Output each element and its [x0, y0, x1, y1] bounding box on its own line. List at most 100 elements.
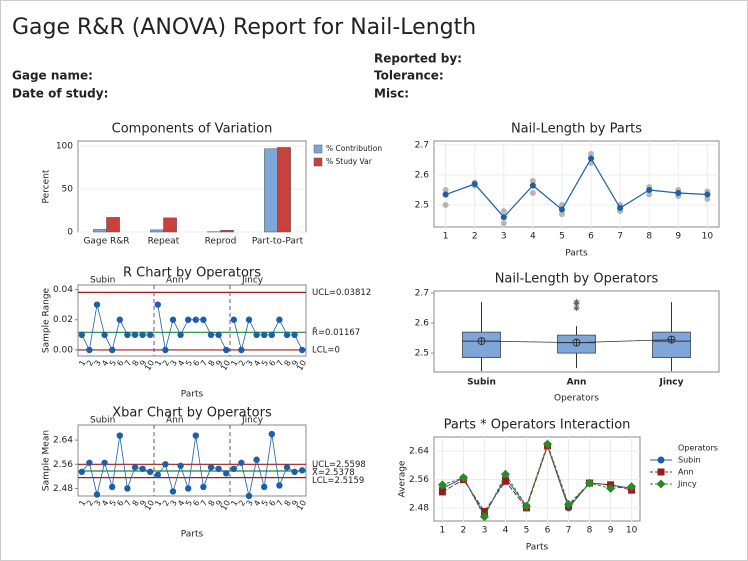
- x-tick-label: 2: [237, 499, 247, 508]
- x-tick-label: 10: [143, 499, 156, 512]
- reported-by: Reported by:: [374, 52, 462, 66]
- data-point: [124, 485, 131, 492]
- data-point: [704, 196, 711, 203]
- data-point: [230, 465, 237, 473]
- x-tick-label: 5: [260, 359, 270, 368]
- group-label: Jincy: [241, 416, 264, 426]
- data-point: [299, 346, 306, 354]
- x-tick-label: 3: [245, 359, 255, 368]
- x-tick-label: 1: [229, 499, 239, 508]
- x-tick-label: 10: [219, 359, 232, 372]
- x-tick-label: Ann: [567, 378, 587, 388]
- series-line: [442, 442, 632, 518]
- gage-name: Gage name:: [12, 69, 93, 83]
- x-tick-label: Gage R&R: [83, 237, 129, 247]
- data-point: [78, 468, 86, 476]
- x-tick-label: 9: [214, 499, 224, 508]
- data-point: [185, 485, 192, 492]
- data-point: [291, 468, 298, 476]
- group-label: Jincy: [241, 276, 264, 286]
- bar: [150, 229, 164, 233]
- bar: [220, 230, 234, 233]
- bar: [93, 229, 107, 233]
- data-point: [192, 316, 199, 323]
- marker: [501, 477, 509, 485]
- x-tick-label: 3: [501, 232, 507, 242]
- data-point: [500, 208, 507, 215]
- data-point: [147, 331, 154, 339]
- x-tick-label: 4: [252, 499, 262, 508]
- y-tick-label: 0.00: [53, 345, 73, 355]
- data-point: [200, 483, 207, 491]
- data-point: [215, 331, 222, 339]
- marker: [480, 507, 488, 515]
- x-tick-label: 7: [123, 499, 133, 508]
- limit-label: LCL=2.5159: [312, 476, 364, 486]
- data-point: [169, 488, 177, 495]
- limit-label: UCL=0.03812: [312, 288, 371, 298]
- marker: [564, 499, 574, 509]
- date-of-study: Date of study:: [12, 87, 108, 101]
- legend-marker: [656, 479, 666, 489]
- x-tick-label: 2: [85, 359, 95, 368]
- x-tick-label: 7: [123, 359, 133, 368]
- data-point: [116, 316, 124, 323]
- x-tick-label: 10: [295, 499, 308, 512]
- x-tick-label: 8: [587, 526, 593, 536]
- legend-swatch: [313, 157, 323, 167]
- y-tick-label: 0: [67, 228, 73, 238]
- x-tick-label: 9: [290, 359, 300, 368]
- group-label: Ann: [166, 416, 184, 426]
- x-tick-label: 7: [566, 526, 572, 536]
- group-label: Subin: [90, 276, 115, 286]
- x-tick-label: 8: [207, 359, 217, 368]
- x-tick-label: 7: [199, 359, 209, 368]
- y-tick-label: 2.48: [53, 484, 73, 494]
- x-tick-label: 4: [176, 359, 186, 368]
- data-point: [109, 483, 116, 491]
- x-tick-label: 5: [524, 526, 530, 536]
- data-point: [223, 346, 230, 354]
- y-tick-label: 50: [62, 185, 74, 195]
- mean-marker: [529, 182, 536, 189]
- chart-title: Nail-Length by Parts: [511, 122, 642, 137]
- x-tick-label: 5: [260, 499, 270, 508]
- y-tick-label: 2.5: [415, 201, 429, 211]
- legend-title: Operators: [678, 444, 718, 453]
- x-tick-label: 3: [93, 359, 103, 368]
- x-tick-label: 3: [245, 499, 255, 508]
- bar: [277, 147, 291, 233]
- y-axis-label: Percent: [42, 169, 52, 203]
- legend-marker: [657, 456, 665, 464]
- x-tick-label: Jincy: [658, 378, 683, 388]
- x-tick-label: 4: [530, 232, 536, 242]
- data-point: [500, 220, 507, 227]
- marker: [458, 473, 468, 483]
- legend-swatch: [313, 144, 323, 154]
- y-tick-label: 2.7: [415, 289, 429, 299]
- marker: [606, 483, 616, 493]
- chart-title: Parts * Operators Interaction: [444, 418, 631, 433]
- series-line: [81, 304, 151, 352]
- legend-label: Ann: [678, 468, 694, 477]
- y-tick-label: 100: [56, 142, 73, 152]
- data-point: [283, 464, 291, 471]
- x-tick-label: 4: [176, 499, 186, 508]
- data-point: [646, 191, 653, 198]
- x-tick-label: 1: [77, 499, 87, 508]
- x-tick-label: 1: [443, 232, 449, 242]
- group-label: Subin: [90, 416, 115, 426]
- x-tick-label: 6: [115, 499, 125, 508]
- x-tick-label: 1: [440, 526, 446, 536]
- x-axis-label: Parts: [181, 390, 204, 400]
- x-tick-label: 8: [283, 499, 293, 508]
- x-tick-label: 3: [93, 499, 103, 508]
- y-axis-label: Average: [398, 460, 408, 497]
- data-point: [291, 331, 298, 339]
- x-tick-label: 4: [252, 359, 262, 368]
- x-tick-label: 4: [503, 526, 509, 536]
- data-point: [78, 331, 86, 339]
- x-tick-label: 6: [267, 499, 277, 508]
- data-point: [185, 316, 192, 323]
- data-point: [124, 331, 131, 339]
